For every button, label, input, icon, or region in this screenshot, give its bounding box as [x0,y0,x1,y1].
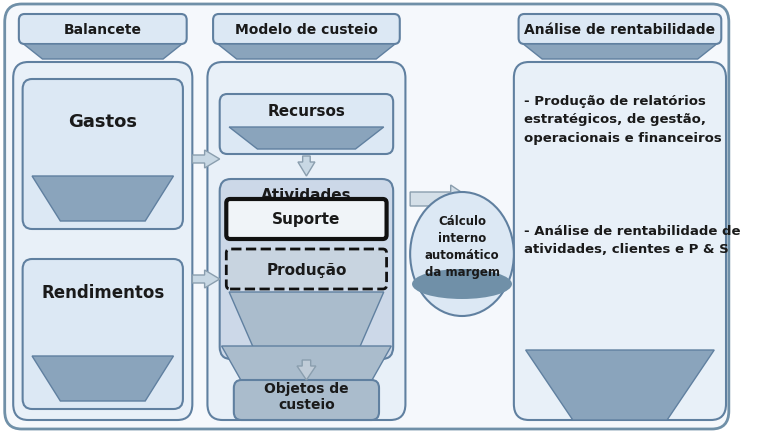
Text: Atividades: Atividades [261,188,352,203]
Text: Balancete: Balancete [64,23,142,37]
FancyBboxPatch shape [23,260,183,409]
Polygon shape [192,151,219,169]
FancyBboxPatch shape [5,5,729,429]
Text: Produção: Produção [266,262,347,277]
FancyBboxPatch shape [208,63,405,420]
Text: - Produção de relatórios
estratégicos, de gestão,
operacionais e financeiros: - Produção de relatórios estratégicos, d… [524,95,722,145]
FancyBboxPatch shape [219,180,393,359]
Polygon shape [218,45,395,60]
FancyBboxPatch shape [13,63,192,420]
Text: Modelo de custeio: Modelo de custeio [235,23,378,37]
Polygon shape [23,45,182,60]
Ellipse shape [412,270,512,299]
FancyBboxPatch shape [19,15,187,45]
Polygon shape [32,356,173,401]
FancyBboxPatch shape [234,380,379,420]
FancyBboxPatch shape [226,250,387,289]
Text: Suporte: Suporte [272,212,341,227]
Polygon shape [229,128,384,150]
Polygon shape [222,346,391,396]
Polygon shape [32,177,173,221]
Text: - Análise de rentabilidade de
atividades, clientes e P & S: - Análise de rentabilidade de atividades… [524,224,741,256]
FancyBboxPatch shape [219,95,393,155]
Polygon shape [524,45,717,60]
Polygon shape [192,270,219,288]
Text: Cálculo
interno
automático
da margem: Cálculo interno automático da margem [425,214,499,278]
Ellipse shape [410,193,513,316]
FancyBboxPatch shape [226,200,387,240]
Text: Análise de rentabilidade: Análise de rentabilidade [524,23,716,37]
Polygon shape [297,360,316,380]
Text: Recursos: Recursos [268,104,345,119]
Text: Gastos: Gastos [68,113,137,131]
Polygon shape [298,157,315,177]
Polygon shape [410,186,471,214]
FancyBboxPatch shape [23,80,183,230]
FancyBboxPatch shape [513,63,726,420]
Polygon shape [229,293,384,357]
Text: Rendimentos: Rendimentos [41,283,164,301]
Polygon shape [526,350,714,420]
Text: Objetos de
custeio: Objetos de custeio [264,381,349,411]
FancyBboxPatch shape [213,15,400,45]
FancyBboxPatch shape [519,15,721,45]
